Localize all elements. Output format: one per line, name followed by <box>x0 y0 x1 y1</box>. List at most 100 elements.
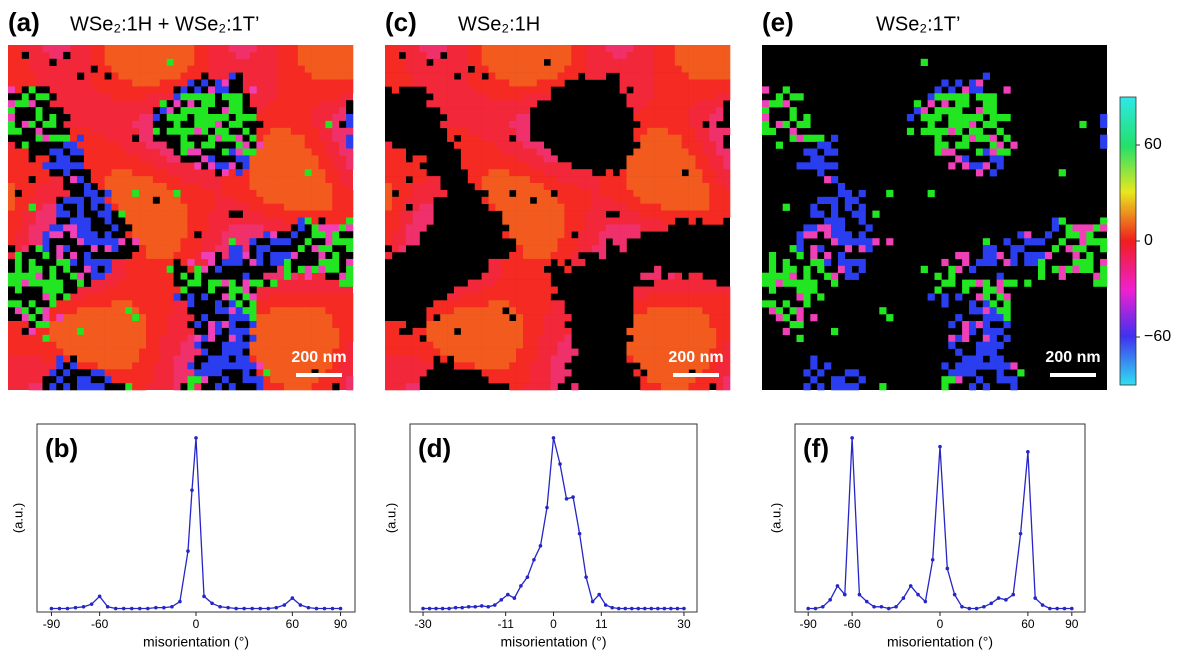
map-pixel <box>132 183 140 191</box>
map-pixel <box>139 307 147 315</box>
map-pixel <box>111 93 119 101</box>
map-pixel <box>235 210 243 218</box>
map-pixel <box>433 45 441 53</box>
map-pixel <box>502 355 510 363</box>
map-pixel <box>688 300 696 308</box>
map-pixel <box>256 376 264 384</box>
map-pixel <box>201 93 209 101</box>
map-pixel <box>571 383 579 391</box>
map-pixel <box>152 79 161 87</box>
map-pixel <box>536 272 544 280</box>
map-pixel <box>104 58 112 66</box>
map-pixel <box>661 86 669 94</box>
map-pixel <box>304 169 312 177</box>
map-pixel <box>194 369 202 377</box>
map-pixel <box>578 189 586 198</box>
map-pixel <box>97 169 105 177</box>
map-pixel <box>63 169 71 177</box>
map-pixel <box>139 300 147 308</box>
map-pixel <box>695 169 703 177</box>
map-pixel <box>941 100 949 108</box>
map-pixel <box>529 252 538 260</box>
map-pixel <box>270 231 278 239</box>
map-pixel <box>385 355 393 363</box>
map-pixel <box>325 293 333 301</box>
map-pixel <box>654 58 662 66</box>
map-pixel <box>28 155 36 163</box>
map-pixel <box>242 286 250 294</box>
map-pixel <box>654 155 662 163</box>
map-pixel <box>208 362 216 370</box>
map-pixel <box>529 231 538 239</box>
map-pixel <box>118 196 126 204</box>
map-pixel <box>290 376 299 384</box>
map-pixel <box>235 134 243 142</box>
map-pixel <box>235 341 243 349</box>
map-pixel <box>975 258 984 267</box>
map-pixel <box>391 58 400 66</box>
map-pixel <box>419 210 427 218</box>
map-pixel <box>304 134 312 142</box>
map-pixel <box>633 93 641 101</box>
map-pixel <box>467 86 475 94</box>
map-pixel <box>8 169 16 177</box>
point <box>908 584 913 588</box>
point <box>479 604 484 608</box>
map-pixel <box>152 72 161 80</box>
map-pixel <box>661 203 669 211</box>
map-pixel <box>159 120 167 129</box>
map-pixel <box>543 321 551 329</box>
map-pixel <box>419 155 427 163</box>
map-pixel <box>502 334 510 342</box>
map-pixel <box>290 189 299 198</box>
map-pixel <box>173 189 181 198</box>
map-pixel <box>612 183 620 191</box>
map-pixel <box>35 114 43 122</box>
map-pixel <box>405 183 413 191</box>
point <box>274 605 279 610</box>
map-pixel <box>502 265 510 273</box>
map-pixel <box>385 327 393 336</box>
map-pixel <box>70 217 78 225</box>
map-pixel <box>612 51 620 60</box>
map-pixel <box>270 265 278 273</box>
map-pixel <box>228 176 236 184</box>
map-pixel <box>598 72 607 80</box>
map-pixel <box>831 231 839 239</box>
map-pixel <box>208 155 216 163</box>
map-pixel <box>481 45 489 53</box>
map-pixel <box>56 169 64 177</box>
map-pixel <box>467 169 475 177</box>
map-pixel <box>509 272 517 280</box>
map-pixel <box>661 93 669 101</box>
map-pixel <box>810 210 818 218</box>
map-pixel <box>481 279 489 287</box>
point <box>597 592 601 597</box>
map-pixel <box>674 196 682 204</box>
map-pixel <box>146 362 154 370</box>
map-pixel <box>111 307 119 315</box>
map-pixel <box>297 203 305 211</box>
map-pixel <box>228 321 236 329</box>
point <box>226 605 230 610</box>
map-pixel <box>304 114 312 122</box>
map-pixel <box>166 100 174 108</box>
map-pixel <box>695 58 703 66</box>
map-pixel <box>90 245 98 253</box>
map-pixel <box>180 362 188 370</box>
map-pixel <box>215 307 223 315</box>
map-pixel <box>927 93 935 101</box>
map-pixel <box>385 334 393 342</box>
map-pixel <box>77 265 85 273</box>
map-pixel <box>716 293 724 301</box>
map-pixel <box>284 45 292 53</box>
map-pixel <box>8 293 16 301</box>
map-pixel <box>536 293 544 301</box>
map-pixel <box>391 327 400 336</box>
map-pixel <box>536 348 544 356</box>
map-pixel <box>391 45 400 53</box>
map-pixel <box>824 231 832 239</box>
map-pixel <box>1003 279 1011 287</box>
map-pixel <box>516 348 524 356</box>
map-pixel <box>688 107 696 115</box>
